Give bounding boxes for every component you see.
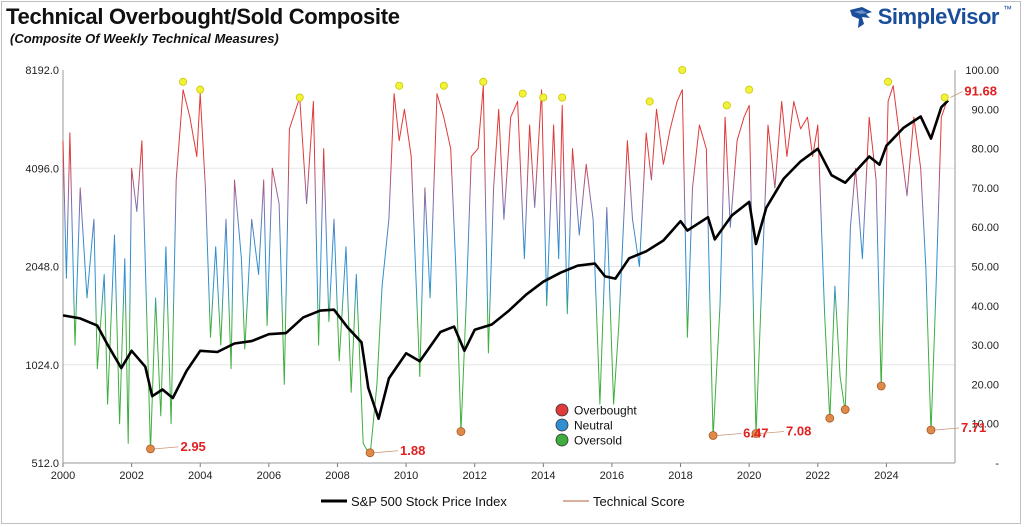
x-tick-label: 2012: [462, 470, 486, 482]
x-tick-label: 2022: [806, 470, 830, 482]
y-right-tick-label: 50.00: [971, 262, 999, 274]
y-right-tick-label: 40.00: [971, 301, 999, 313]
x-tick-label: 2014: [531, 470, 555, 482]
annotation-label: 7.08: [786, 424, 811, 439]
overbought-peak-marker: [745, 85, 754, 94]
annotation-leader: [374, 450, 399, 454]
overbought-peak-marker: [295, 93, 304, 102]
zone-legend-swatch: [555, 403, 569, 417]
oversold-trough-marker: [876, 381, 886, 391]
y-left-tick-label: 4096.0: [25, 163, 59, 175]
zone-legend-label: Oversold: [574, 434, 622, 448]
eagle-icon: [849, 7, 872, 28]
overbought-peak-marker: [179, 77, 188, 86]
overbought-peak-marker: [884, 77, 893, 86]
oversold-trough-marker: [456, 427, 466, 436]
x-tick-label: 2000: [51, 470, 75, 482]
sp500-legend-label: S&P 500 Stock Price Index: [351, 494, 507, 509]
oversold-trough-marker: [825, 413, 835, 423]
brand-logo: SimpleVisor ™: [848, 4, 1012, 30]
overbought-peak-marker: [518, 89, 527, 98]
y-right-tick-label: 80.00: [971, 144, 999, 156]
x-tick-label: 2004: [188, 470, 212, 482]
annotation-label: 91.68: [964, 84, 997, 99]
y-left-tick-label: 1024.0: [25, 360, 59, 372]
overbought-peak-marker: [479, 77, 488, 86]
overbought-peak-marker: [678, 66, 687, 75]
zone-legend-label: Overbought: [574, 404, 637, 418]
zone-legend-swatch: [555, 418, 569, 432]
x-tick-label: 2010: [394, 470, 418, 482]
x-tick-label: 2024: [874, 470, 898, 482]
overbought-peak-marker: [940, 93, 949, 102]
y-left-tick-label: 512.0: [31, 458, 59, 470]
annotation-label: 1.88: [400, 443, 425, 458]
chart-subtitle: (Composite Of Weekly Technical Measures): [10, 31, 279, 46]
y-right-tick-label: 10.00: [971, 419, 999, 431]
y-left-tick-label: 2048.0: [25, 262, 59, 274]
oversold-trough-marker: [840, 405, 850, 414]
annotation-leader: [759, 431, 785, 434]
x-tick-label: 2018: [668, 470, 692, 482]
overbought-peak-marker: [439, 81, 448, 90]
annotation-leader: [950, 91, 963, 98]
x-tick-label: 2002: [119, 470, 143, 482]
technical-score-line: [62, 85, 947, 457]
x-tick-label: 2020: [737, 470, 761, 482]
zone-legend-label: Neutral: [574, 419, 613, 433]
oversold-trough-marker: [146, 444, 155, 454]
y-right-tick-label: 30.00: [971, 340, 999, 352]
oversold-trough-marker: [708, 431, 718, 440]
x-tick-label: 2006: [257, 470, 281, 482]
x-tick-label: 2016: [600, 470, 624, 482]
sp500-line: [62, 99, 950, 421]
overbought-peak-marker: [196, 85, 205, 94]
y-right-tick-label: 90.00: [971, 104, 999, 116]
oversold-trough-marker: [926, 425, 936, 435]
y-right-tick-label: 100.00: [965, 65, 999, 77]
annotation-leader: [934, 427, 960, 431]
y-right-tick-label: -: [995, 458, 999, 470]
y-left-tick-label: 8192.0: [25, 65, 59, 77]
overbought-peak-marker: [722, 101, 731, 110]
brand-trademark: ™: [1003, 4, 1012, 14]
technical-score-legend-label: Technical Score: [593, 494, 685, 509]
x-tick-label: 2008: [325, 470, 349, 482]
annotation-label: 6.47: [743, 425, 768, 440]
annotation-leader: [154, 446, 179, 450]
zone-legend-swatch: [555, 433, 569, 447]
overbought-peak-marker: [539, 93, 548, 102]
annotation-label: 2.95: [180, 439, 205, 454]
overbought-peak-marker: [558, 93, 567, 102]
brand-name: SimpleVisor: [877, 4, 1000, 29]
overbought-peak-marker: [645, 97, 654, 106]
y-right-tick-label: 20.00: [971, 379, 999, 391]
chart-title: Technical Overbought/Sold Composite: [6, 4, 400, 29]
annotation-leader: [717, 433, 742, 436]
annotation-label: 7.71: [961, 420, 986, 435]
overbought-peak-marker: [395, 81, 404, 90]
y-right-tick-label: 70.00: [971, 183, 999, 195]
y-right-tick-label: 60.00: [971, 222, 999, 234]
oversold-trough-marker: [365, 448, 375, 458]
